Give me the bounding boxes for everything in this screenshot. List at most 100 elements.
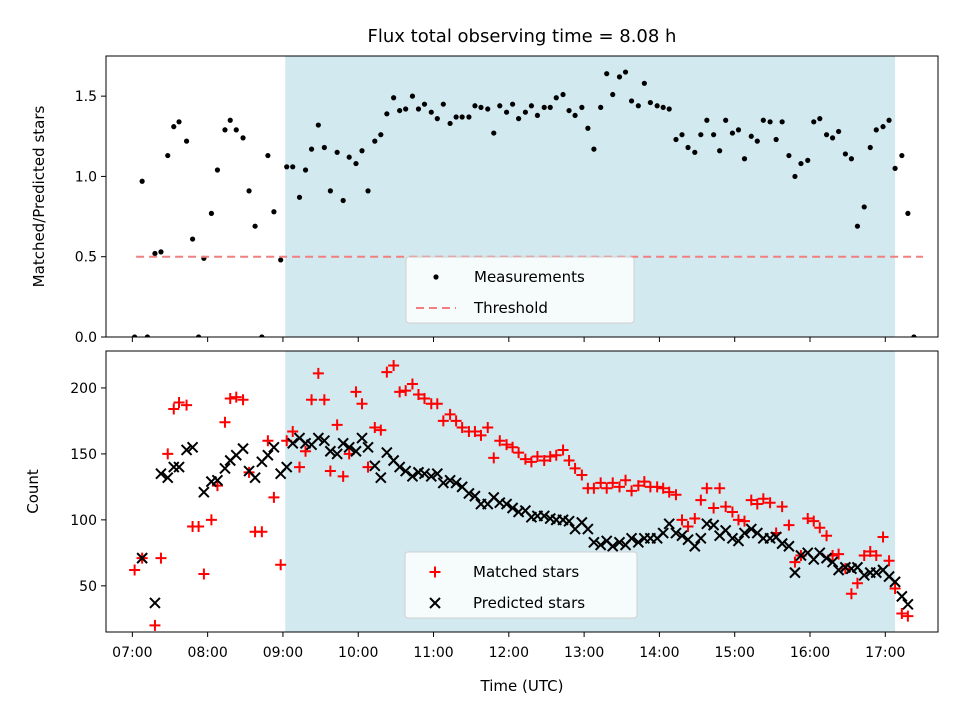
measurement-point [132,334,138,337]
measurement-point [692,149,698,155]
predicted-star-point [676,529,688,542]
x-tick-label: 11:00 [413,645,453,661]
measurement-point [585,125,591,131]
predicted-star-point [469,490,481,502]
measurement-point [196,334,202,337]
matched-star-point [726,506,738,518]
measurement-point [315,122,321,128]
matched-star-point [845,588,857,600]
series-matched-stars [129,360,914,631]
matched-star-point [851,577,863,589]
series-predicted-stars [136,432,914,611]
matched-star-point [431,398,443,410]
predicted-star-point [444,474,456,486]
matched-star-point [864,546,876,558]
matched-star-point [469,425,481,437]
matched-star-point [162,448,174,460]
measurement-point [729,130,736,136]
legend-label: Threshold [473,299,548,317]
measurement-point [635,103,641,109]
measurement-point [321,144,327,151]
matched-star-point [821,530,833,542]
matched-star-point [149,619,161,631]
matched-star-point [275,559,287,571]
predicted-star-point [663,518,675,530]
matched-star-point [173,396,185,408]
x-tick-label: 17:00 [865,645,905,661]
measurement-point [660,104,666,110]
matched-star-point [237,394,249,406]
predicted-star-point [625,532,638,545]
predicted-star-point [783,540,795,552]
matched-star-point [318,394,330,406]
matched-star-point [689,513,701,525]
matched-star-point [388,360,400,372]
measurement-point [811,119,817,125]
predicted-star-point [369,460,381,472]
predicted-star-point [318,435,331,447]
predicted-star-point [331,448,343,460]
measurement-point [403,106,409,112]
measurement-point [911,334,917,337]
matched-star-point [569,462,581,474]
matched-star-point [714,482,726,494]
measurement-point [685,144,691,151]
measurement-point [861,204,867,210]
measurement-point [409,93,416,99]
matched-star-point [230,391,242,403]
predicted-star-point [732,535,745,547]
chart-panel-2: 50 100 150 200 07:00 08:00 09:00 10:00 11:00 12:0… [24,350,939,695]
predicted-star-point [582,523,594,535]
matched-star-point [306,394,318,406]
measurement-point [278,257,284,263]
matched-star-point [262,435,274,447]
measurement-point [817,116,823,122]
predicted-star-point [689,540,701,552]
matched-star-point [607,477,619,489]
measurement-point [183,138,190,144]
measurement-point [767,119,773,125]
measurement-point [165,152,171,159]
measurement-point [754,138,760,144]
x-tick-label: 08:00 [187,645,227,661]
matched-star-point [588,482,600,494]
predicted-star-point [393,461,406,473]
predicted-star-point [563,515,575,527]
measurement-point [842,151,848,157]
x-tick-label: 14:00 [639,645,679,661]
matched-star-point [802,513,814,525]
matched-star-point [350,386,362,398]
matched-star-point [300,445,312,457]
legend-dot-icon [433,274,439,280]
matched-star-point [751,498,763,510]
predicted-star-point [657,527,669,539]
predicted-star-point [149,597,161,609]
predicted-star-point [632,536,645,548]
measurement-point [208,210,215,216]
x-tick-label: 12:00 [489,645,529,661]
measurement-point [459,114,465,120]
predicted-star-point [437,477,450,489]
matched-star-point [833,548,845,560]
measurement-point [792,173,798,180]
matched-star-point [181,399,193,411]
matched-star-point [814,522,826,534]
measurement-point [899,152,905,159]
measurement-point [829,135,836,141]
measurement-point [466,114,472,120]
measurement-point [641,80,647,86]
predicted-star-point [375,471,387,484]
matched-star-point [519,453,531,465]
legend: Measurements Threshold [405,256,635,324]
predicted-star-point [268,441,280,454]
matched-star-point [406,378,418,390]
measurement-point [522,109,528,115]
measurement-point [240,135,246,141]
y-tick-label: 200 [70,381,97,397]
predicted-star-point [136,552,148,564]
chart-title: Flux total observing time = 8.08 h [368,26,677,47]
matched-star-point [356,398,368,410]
predicted-star-point [418,467,431,480]
predicted-star-point [889,576,901,588]
